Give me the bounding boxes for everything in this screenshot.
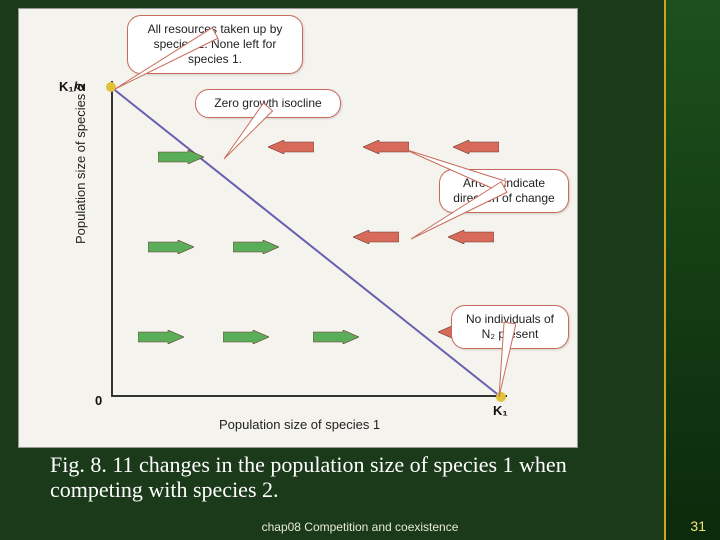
- callout-arrows: Arrows indicate direction of change: [439, 169, 569, 213]
- chart-area: [111, 87, 501, 397]
- origin-label: 0: [95, 393, 102, 408]
- arrow-left-icon: [453, 140, 499, 154]
- y-axis-title: Population size of species 2: [73, 83, 88, 244]
- arrow-right-icon: [158, 150, 204, 164]
- footer-text: chap08 Competition and coexistence: [0, 520, 720, 534]
- slide-accent: [664, 0, 720, 540]
- page-number: 31: [690, 518, 706, 534]
- x-axis-title: Population size of species 1: [219, 417, 380, 432]
- arrow-right-icon: [148, 240, 194, 254]
- intercept-dot: [106, 82, 116, 92]
- figure-panel: Population size of species 2 Population …: [18, 8, 578, 448]
- x-axis: [111, 395, 507, 397]
- callout-no-n2: No individuals of N₂ present: [451, 305, 569, 349]
- x-intercept-label: K₁: [493, 403, 508, 418]
- y-intercept-label: K₁/α: [59, 79, 85, 94]
- arrow-right-icon: [313, 330, 359, 344]
- arrow-right-icon: [138, 330, 184, 344]
- arrow-right-icon: [233, 240, 279, 254]
- y-axis: [111, 81, 113, 397]
- arrow-left-icon: [448, 230, 494, 244]
- figure-caption: Fig. 8. 11 changes in the population siz…: [50, 452, 590, 503]
- callout-isocline: Zero growth isocline: [195, 89, 341, 118]
- arrow-left-icon: [353, 230, 399, 244]
- arrow-left-icon: [363, 140, 409, 154]
- arrow-right-icon: [223, 330, 269, 344]
- arrow-left-icon: [268, 140, 314, 154]
- callout-resources: All resources taken up by species 2. Non…: [127, 15, 303, 74]
- intercept-dot: [496, 392, 506, 402]
